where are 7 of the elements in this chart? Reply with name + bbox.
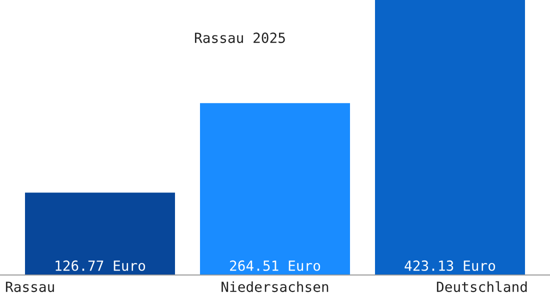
data-label: 264.51 Euro <box>230 260 320 271</box>
data-label: 423.13 Euro <box>404 260 496 271</box>
x-tick-label: Niedersachsen <box>222 281 328 292</box>
x-tick-label: Rassau <box>6 282 54 292</box>
text: Rassau 2025 <box>194 32 285 44</box>
data-label: 126.77 Euro <box>56 260 146 271</box>
x-tick-label: Deutschland <box>436 281 527 292</box>
